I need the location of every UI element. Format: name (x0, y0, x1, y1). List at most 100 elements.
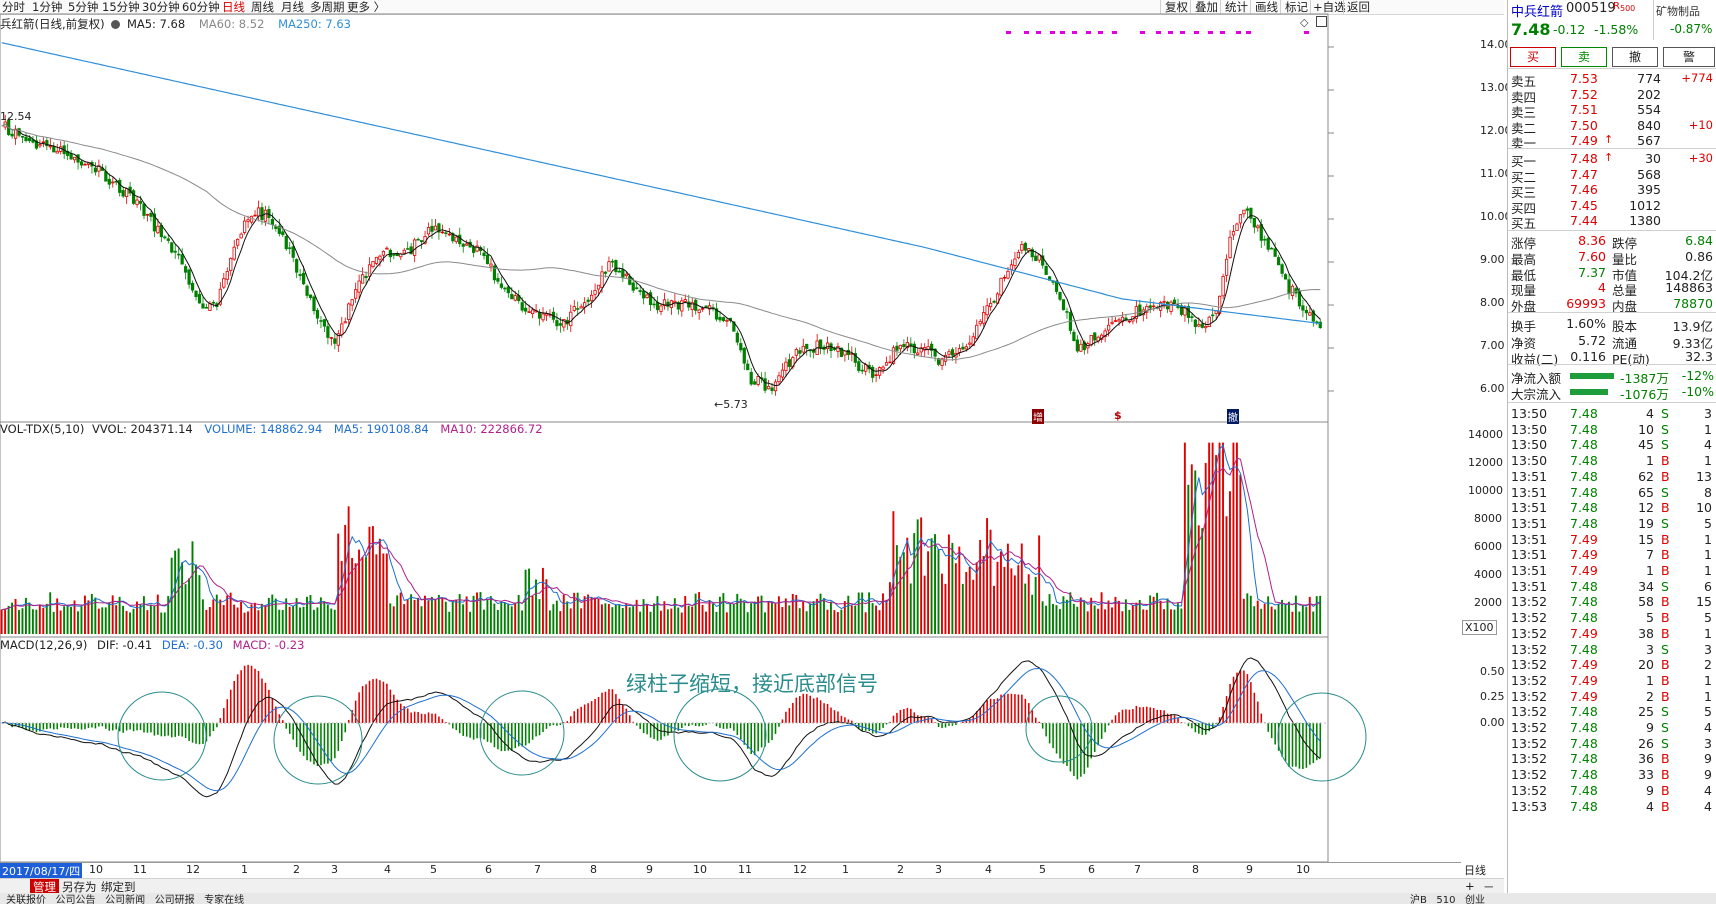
volume-bar (115, 605, 118, 634)
tool-overlay[interactable]: 叠加 (1195, 0, 1218, 14)
candle-body (1093, 332, 1097, 341)
tick-volume: 4 (1646, 798, 1654, 814)
sector-name[interactable]: 矿物制品 (1656, 5, 1700, 18)
stat-value: 9.33亿 (1672, 335, 1713, 351)
period-15min[interactable]: 15分钟 (102, 0, 140, 14)
period-daily[interactable]: 日线 (222, 0, 245, 14)
footer-right[interactable]: 沪B 510 创业 (1410, 895, 1486, 904)
candle-body (1044, 266, 1048, 275)
volume-bar (597, 598, 600, 634)
period-5min[interactable]: 5分钟 (68, 0, 99, 14)
legend-toggle-icon[interactable] (111, 20, 121, 29)
period-more[interactable]: 更多 〉 (347, 0, 386, 14)
stat-label: 外盘 (1511, 299, 1537, 315)
candle-body (1152, 305, 1156, 308)
volume-bar (528, 568, 531, 634)
volume-bar (1079, 597, 1082, 634)
stat-value: 4 (1598, 280, 1606, 296)
volume-bar (1291, 611, 1294, 634)
tool-draw[interactable]: 画线 (1255, 0, 1278, 14)
macd-legend-dif: DIF: -0.41 (97, 638, 153, 652)
zoom-in-button[interactable]: + (1465, 879, 1475, 893)
candle-body (288, 247, 292, 249)
volume-bar (267, 597, 270, 634)
candle-body (683, 299, 687, 302)
volume-bar (205, 609, 208, 634)
candle-body (298, 274, 302, 276)
volume-bar (885, 599, 888, 634)
tool-add-watchlist[interactable]: +自选 (1313, 0, 1346, 14)
sell-button[interactable]: 卖 (1561, 47, 1607, 67)
candle-body (326, 326, 330, 338)
volume-bar (1305, 607, 1308, 634)
volume-bar (462, 604, 465, 634)
volume-bar (222, 605, 225, 634)
candle-body (367, 264, 372, 277)
volume-bar (1225, 516, 1228, 634)
volume-bar (816, 598, 819, 634)
tool-mark[interactable]: 标记 (1285, 0, 1308, 14)
period-monthly[interactable]: 月线 (281, 0, 304, 14)
period-30min[interactable]: 30分钟 (142, 0, 180, 14)
volume-bar (701, 604, 704, 634)
event-marker-add[interactable]: 增 (1032, 409, 1044, 424)
volume-bar (666, 609, 669, 634)
candle-body (1266, 237, 1270, 250)
volume-bar (1013, 575, 1016, 634)
volume-bar (1239, 474, 1242, 634)
volume-bar (510, 606, 513, 634)
date-label: 1 (241, 863, 248, 876)
volume-bar (226, 595, 229, 634)
tick-price: 7.48 (1570, 484, 1598, 500)
candle-body (659, 305, 663, 312)
stat-value: 7.60 (1578, 248, 1606, 264)
volume-bar (670, 608, 673, 634)
cancel-order-button[interactable]: 撤 (1612, 47, 1658, 67)
alert-button[interactable]: 警 (1663, 47, 1715, 67)
tool-stats[interactable]: 统计 (1225, 0, 1248, 14)
flow-label: 净流入额 (1511, 371, 1562, 386)
event-marker-dividend[interactable]: $ (1114, 409, 1122, 422)
kline-chart[interactable] (0, 0, 1504, 862)
candle-body (985, 305, 989, 316)
volume-bar (1045, 605, 1048, 634)
period-1min[interactable]: 1分钟 (32, 0, 63, 14)
diamond-icon[interactable]: ◇ (1300, 16, 1309, 29)
candle-body (55, 150, 59, 154)
tool-fuquan[interactable]: 复权 (1165, 0, 1188, 14)
tick-price: 7.48 (1570, 500, 1598, 516)
stat-label: 现量 (1511, 283, 1537, 299)
current-date-label: 2017/08/17/四 (0, 863, 83, 879)
candle-body (465, 243, 469, 246)
volume-bar (24, 597, 27, 634)
candle-body (1072, 331, 1076, 342)
event-marker-cancel[interactable]: 撤 (1227, 409, 1239, 424)
volume-bar (1114, 596, 1117, 634)
footer-left[interactable]: 关联报价 公司公告 公司新闻 公司研报 专家在线 (6, 895, 245, 904)
volume-bar (312, 609, 315, 634)
period-60min[interactable]: 60分钟 (182, 0, 220, 14)
period-fenshi[interactable]: 分时 (2, 0, 25, 14)
tab-manage[interactable]: 管理 (30, 879, 59, 895)
volume-bar (663, 601, 666, 634)
vol-axis-label: 6000 (1474, 540, 1502, 553)
ask-label: 卖二 (1511, 120, 1537, 136)
tab-save-as[interactable]: 另存为 (62, 880, 97, 894)
candle-body (818, 339, 823, 349)
zoom-out-button[interactable]: － (1483, 880, 1495, 894)
tool-back[interactable]: 返回 (1347, 0, 1370, 14)
volume-bar (1287, 601, 1290, 634)
volume-bar (1135, 602, 1138, 634)
candle-body (902, 344, 906, 348)
period-weekly[interactable]: 周线 (251, 0, 274, 14)
volume-bar (587, 594, 590, 634)
panel-maximize-icon[interactable] (1316, 16, 1327, 27)
tick-time: 13:51 (1511, 500, 1548, 516)
buy-button[interactable]: 买 (1510, 47, 1556, 67)
candle-body (888, 361, 892, 364)
volume-bar (201, 599, 204, 634)
tab-bind-to[interactable]: 绑定到 (101, 880, 136, 894)
volume-bar (73, 600, 76, 634)
volume-bar (1197, 525, 1200, 634)
period-multi[interactable]: 多周期 (310, 0, 345, 14)
